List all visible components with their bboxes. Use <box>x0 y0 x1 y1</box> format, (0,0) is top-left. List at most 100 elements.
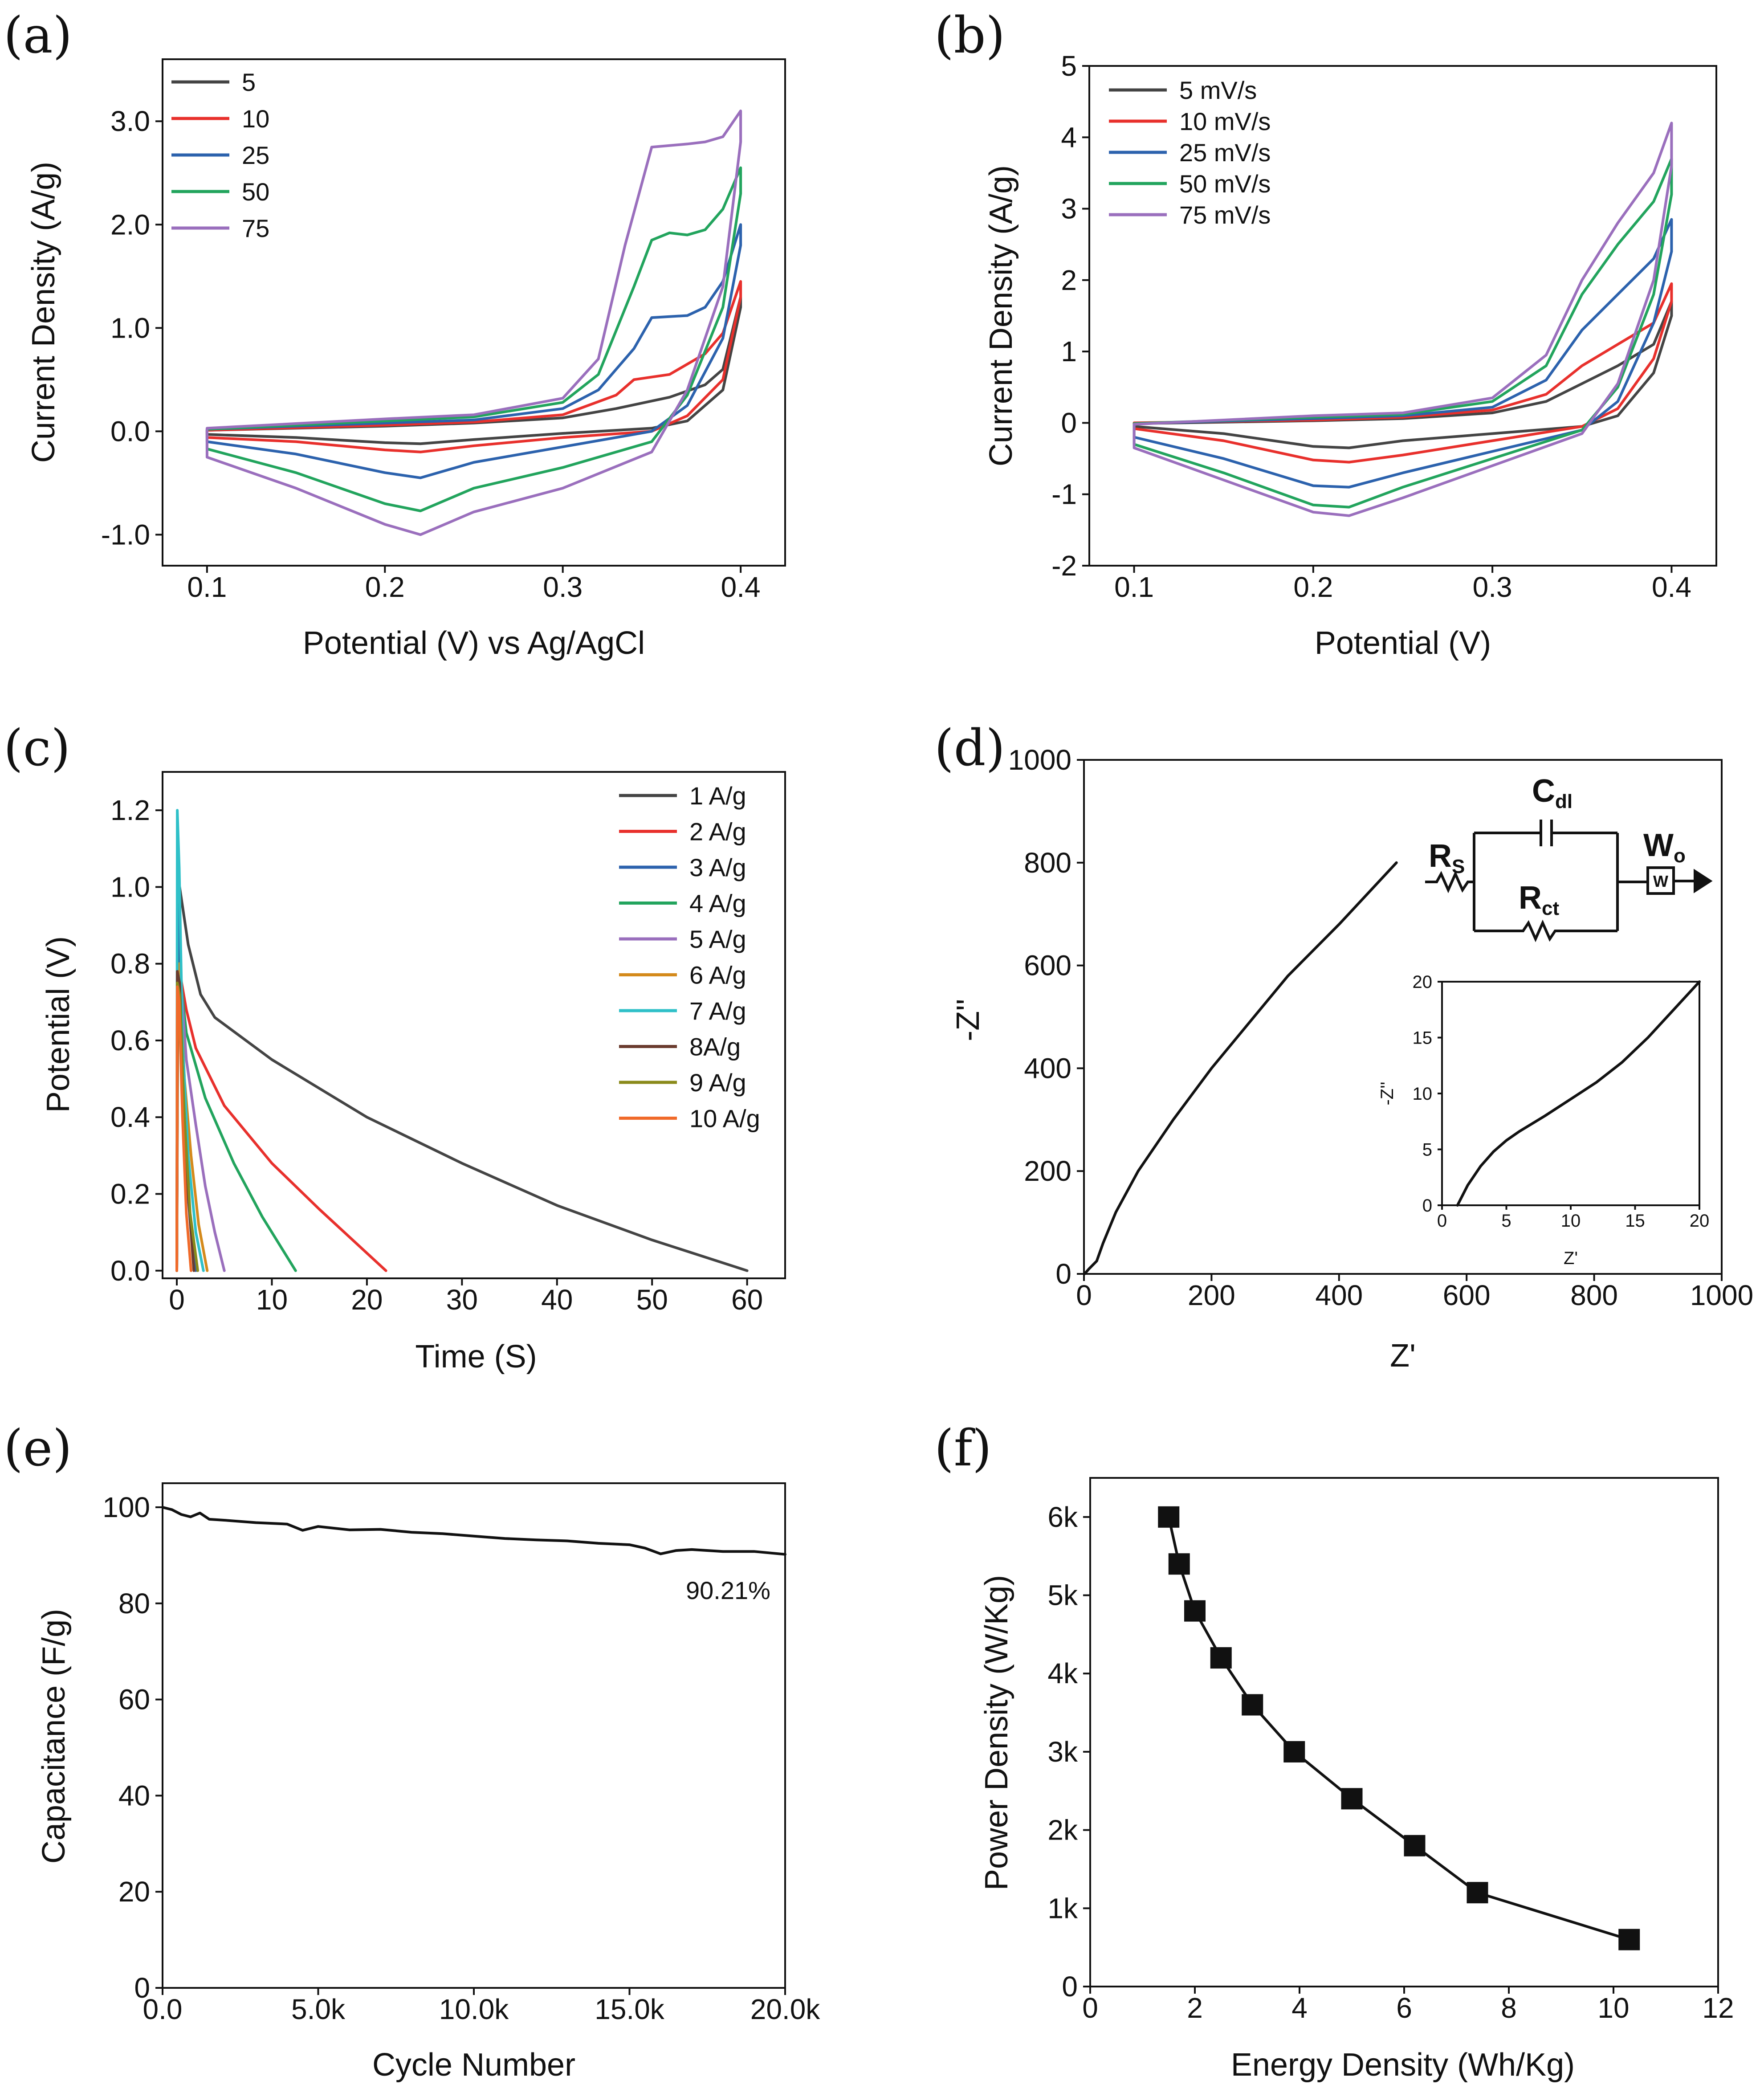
y-axis-title-e: Capacitance (F/g) <box>36 1609 72 1864</box>
y-tick-label: 600 <box>1024 950 1071 982</box>
y-tick-label: 20 <box>118 1876 150 1908</box>
circuit-label-wo: Wo <box>1643 828 1686 867</box>
legend-b: 5 mV/s 10 mV/s 25 mV/s 50 mV/s 75 mV/s <box>1109 76 1271 229</box>
y-tick-label: 0.6 <box>110 1024 150 1057</box>
y-tick-label: 80 <box>118 1587 150 1620</box>
series-line-9 <box>175 985 192 1272</box>
panel-d: (d) 0 200 400 600 800 1000 02004006008001000 … <box>934 719 1753 1374</box>
y-tick-label: 20 <box>1413 972 1433 992</box>
x-tick-label: 10 <box>1597 1992 1629 2024</box>
y-ticks-d: 0 200 400 600 800 1000 <box>1008 744 1084 1290</box>
y-tick-label: 100 <box>102 1491 150 1523</box>
plot-frame-b <box>1088 65 1717 567</box>
x-tick-label: 12 <box>1702 1992 1734 2024</box>
cv-curve-25-mv-s <box>1133 218 1673 489</box>
y-axis-title-c: Potential (V) <box>41 936 76 1113</box>
plot-area-e <box>161 1506 786 1556</box>
legend-label: 7 A/g <box>689 997 746 1025</box>
x-tick-label: 0.3 <box>543 571 583 603</box>
y-tick-label: 0 <box>1055 1258 1071 1290</box>
x-tick-label: 10 <box>256 1284 288 1316</box>
circuit-wiring <box>1473 832 1648 942</box>
x-ticks-f: 0 2 4 6 8 10 12 <box>1082 1987 1734 2024</box>
series-line-0 <box>161 1506 786 1556</box>
legend-label: 50 <box>242 178 269 206</box>
x-tick-label: 0 <box>1437 1211 1447 1231</box>
x-tick-label: 40 <box>541 1284 573 1316</box>
x-tick-label: 0.2 <box>365 571 405 603</box>
legend-label: 75 mV/s <box>1179 201 1271 229</box>
data-point-square <box>1404 1835 1426 1856</box>
y-tick-label: 3 <box>1061 193 1077 225</box>
data-point-square <box>1168 1553 1190 1575</box>
legend-label: 5 A/g <box>689 925 746 953</box>
panel-b: (b) 0.1 0.2 0.3 0.4 -2 -1 0 1 2 3 4 5 5 mV/s 10 mV/… <box>934 7 1717 661</box>
y-tick-label: 4k <box>1047 1657 1078 1689</box>
panel-label-e: (e) <box>4 1420 72 1477</box>
data-point-square <box>1618 1929 1640 1950</box>
series-line-0 <box>1167 1515 1631 1941</box>
y-tick-label: -1 <box>1051 478 1077 510</box>
y-tick-label: 0.0 <box>110 415 150 447</box>
inset-x-ticks: 0 5 10 15 20 <box>1437 1205 1709 1231</box>
x-tick-label: 0 <box>169 1284 185 1316</box>
x-tick-label: 0.1 <box>187 571 227 603</box>
legend-label: 75 <box>242 214 269 242</box>
y-ticks-e: 0 20 40 60 80 100 <box>102 1491 163 2004</box>
y-axis-title-a: Current Density (A/g) <box>26 162 61 463</box>
cv-curve-10-mv-s <box>1133 282 1673 464</box>
panel-e: (e) 0.0 5.0k 10.0k 15.0k 20.0k 020406080100 … <box>4 1420 820 2083</box>
y-tick-label: 0 <box>1061 407 1077 439</box>
x-ticks-b: 0.1 0.2 0.3 0.4 <box>1114 566 1691 603</box>
x-axis-title-f: Energy Density (Wh/Kg) <box>1231 2047 1575 2083</box>
data-point-square <box>1467 1882 1488 1904</box>
series-line-0 <box>175 885 749 1272</box>
y-tick-label: 5 <box>1061 50 1077 82</box>
legend-label: 5 mV/s <box>1179 76 1257 104</box>
rs-resistor-symbol <box>1425 870 1474 893</box>
cv-curve-5 <box>205 295 742 445</box>
y-tick-label: 4 <box>1061 121 1077 153</box>
panel-f: (f) 0 2 4 6 8 10 12 0 1k 2k 3k 4k 5k 6k Energy Densi… <box>934 1420 1734 2083</box>
cv-curve-75 <box>205 110 742 536</box>
y-tick-label: 200 <box>1024 1155 1071 1187</box>
x-tick-label: 0.4 <box>1652 571 1691 603</box>
plot-area-a <box>205 110 742 536</box>
cv-curve-25 <box>205 223 742 479</box>
y-tick-label: 2k <box>1047 1814 1078 1846</box>
y-tick-label: 3k <box>1047 1736 1078 1768</box>
y-tick-label: 3.0 <box>110 105 150 137</box>
y-tick-label: 0.4 <box>110 1101 150 1133</box>
y-tick-label: 15 <box>1413 1028 1433 1048</box>
x-tick-label: 20.0k <box>750 1993 821 2025</box>
x-axis-title-e: Cycle Number <box>372 2047 575 2083</box>
legend-label: 50 mV/s <box>1179 170 1271 198</box>
plot-frame-a <box>162 58 786 567</box>
x-tick-label: 600 <box>1443 1279 1491 1311</box>
x-ticks-e: 0.0 5.0k 10.0k 15.0k 20.0k <box>143 1988 821 2025</box>
y-tick-label: 1.0 <box>110 312 150 344</box>
panel-label-f: (f) <box>934 1420 992 1477</box>
plot-area-b <box>1133 122 1673 517</box>
y-tick-label: 10 <box>1413 1084 1433 1104</box>
y-tick-label: 0 <box>1422 1196 1432 1216</box>
inset-plot: 0 5 10 15 20 0 5 10 15 20 Z' -Z'' <box>1377 972 1709 1268</box>
panel-label-a: (a) <box>4 7 72 65</box>
x-tick-label: 30 <box>446 1284 478 1316</box>
legend-label: 9 A/g <box>689 1069 746 1097</box>
data-point-square <box>1341 1788 1363 1810</box>
inset-background <box>1442 982 1699 1205</box>
x-tick-label: 0 <box>1076 1279 1092 1311</box>
x-tick-label: 5.0k <box>291 1993 346 2025</box>
legend-c: 1 A/g 2 A/g 3 A/g 4 A/g 5 A/g 6 A/g 7 A/g 8A/g 9… <box>619 782 760 1133</box>
y-tick-label: 0.2 <box>110 1178 150 1210</box>
legend-label: 4 A/g <box>689 889 746 918</box>
x-tick-label: 8 <box>1501 1992 1517 2024</box>
x-tick-label: 4 <box>1291 1992 1308 2024</box>
legend-label: 10 <box>242 105 269 133</box>
y-tick-label: 2.0 <box>110 208 150 241</box>
series-line-0 <box>1083 861 1398 1275</box>
panel-c: (c) 0 10 20 30 40 50 60 0.00.20.40.60.81.01.2 … <box>4 719 786 1375</box>
plot-area-f <box>1158 1506 1640 1950</box>
y-tick-label: -1.0 <box>101 518 150 551</box>
